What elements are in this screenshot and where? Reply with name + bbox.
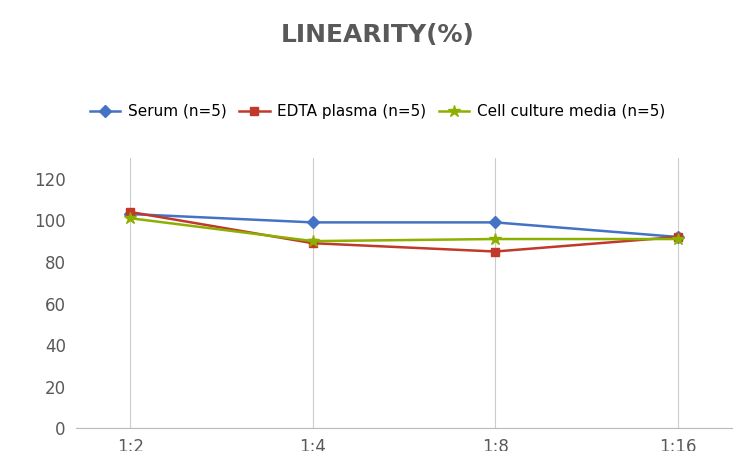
Serum (n=5): [673, 234, 683, 239]
Line: EDTA plasma (n=5): EDTA plasma (n=5): [126, 208, 682, 256]
Legend: Serum (n=5), EDTA plasma (n=5), Cell culture media (n=5): Serum (n=5), EDTA plasma (n=5), Cell cul…: [84, 98, 671, 125]
EDTA plasma (n=5): [673, 234, 683, 239]
EDTA plasma (n=5): [125, 209, 135, 215]
Text: LINEARITY(%): LINEARITY(%): [281, 23, 474, 46]
Line: Serum (n=5): Serum (n=5): [126, 210, 682, 241]
Cell culture media (n=5): [491, 236, 500, 242]
Line: Cell culture media (n=5): Cell culture media (n=5): [124, 212, 684, 247]
Serum (n=5): [125, 212, 135, 217]
Serum (n=5): [308, 220, 317, 225]
Serum (n=5): [491, 220, 500, 225]
Cell culture media (n=5): [308, 239, 317, 244]
EDTA plasma (n=5): [308, 240, 317, 246]
Cell culture media (n=5): [673, 236, 683, 242]
Cell culture media (n=5): [125, 216, 135, 221]
EDTA plasma (n=5): [491, 249, 500, 254]
